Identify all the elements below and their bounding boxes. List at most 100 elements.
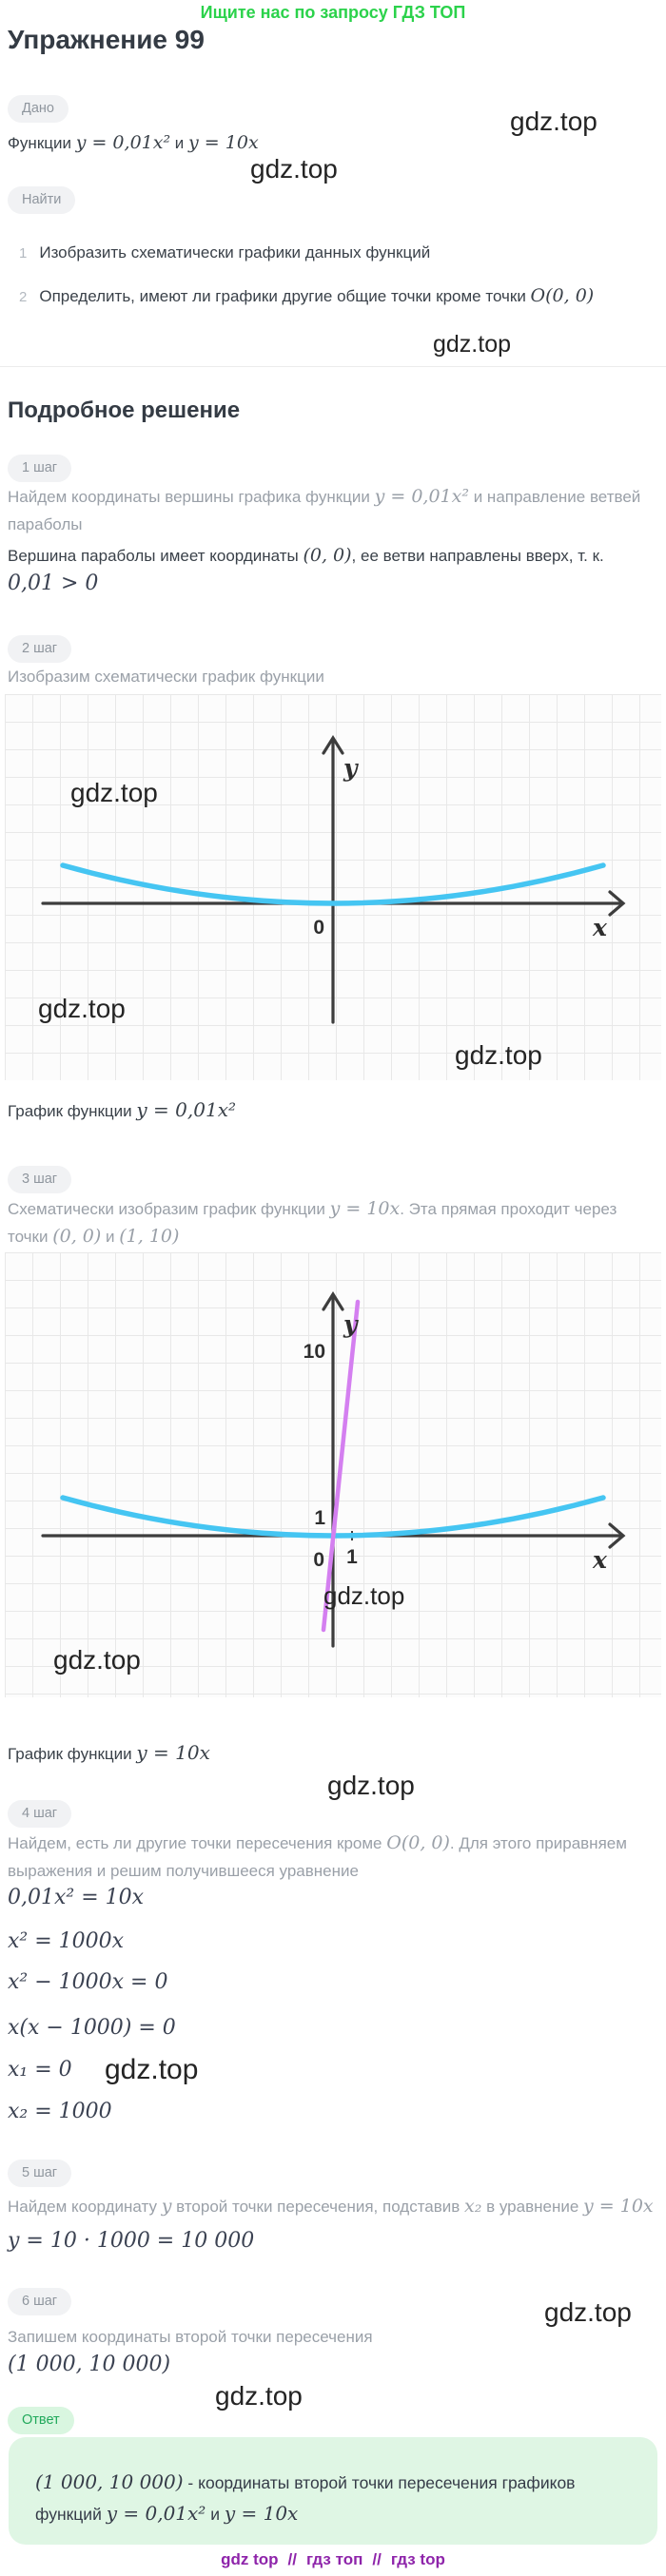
y-axis-label: y [343, 754, 359, 782]
footer-separator: // [372, 2550, 382, 2568]
origin-label: 0 [313, 917, 324, 939]
x-axis-arrow [608, 890, 626, 917]
given-text: Функции [8, 134, 76, 152]
find-badge: Найти [8, 186, 76, 214]
equation-1: 0,01x² = 10x [8, 1886, 145, 1909]
line-chart-svg: y x 10 1 0 1 [41, 1290, 626, 1648]
step-5-desc-text-c: в уравнение [481, 2198, 584, 2216]
y-tick-label-10: 10 [304, 1341, 325, 1363]
parabola-chart-svg: y x 0 [41, 734, 626, 1024]
line-y-10x [321, 1299, 361, 1633]
line-and-parabola-chart: y x 10 1 0 1 [5, 1252, 661, 1697]
step-1-result-text-a: Вершина параболы имеет координаты [8, 547, 304, 565]
given-formula-1: y = 0,01x² [75, 132, 171, 153]
answer-coordinates: (1 000, 10 000) [35, 2470, 184, 2493]
page-title: Упражнение 99 [8, 25, 205, 54]
watermark-gdz-top: gdz.top [105, 2054, 199, 2085]
y-axis-label: y [343, 1310, 359, 1338]
step-2-description: Изобразим схематически график функции [8, 668, 324, 686]
watermark-gdz-top: gdz.top [70, 778, 158, 807]
answer-text-b: и [206, 2505, 225, 2524]
watermark-gdz-top: gdz.top [544, 2297, 632, 2327]
task-number-2: 2 [19, 289, 28, 305]
footer-separator: // [287, 2550, 297, 2568]
footer-link-gdz-top-mixed[interactable]: гдз top [390, 2550, 445, 2568]
chart-1-caption-formula: y = 0,01x² [136, 1098, 236, 1121]
task-point-origin: O(0, 0) [530, 285, 595, 306]
footer-link-gdz-top[interactable]: gdz top [221, 2550, 279, 2568]
chart-1-caption: График функции y = 0,01x² [8, 1098, 236, 1121]
step-3-desc-text-c: и [101, 1228, 120, 1246]
step-6-description: Запишем координаты второй точки пересече… [8, 2328, 373, 2346]
x-axis-label: x [592, 1546, 608, 1574]
equation-2: x² = 1000x [8, 1929, 125, 1953]
step-4-badge: 4 шаг [8, 1800, 72, 1828]
divider [0, 366, 666, 367]
x-axis-label: x [592, 914, 608, 941]
watermark-gdz-top: gdz.top [510, 107, 597, 136]
step-3-badge: 3 шаг [8, 1166, 72, 1193]
promo-banner: Ищите нас по запросу ГДЗ ТОП [200, 3, 466, 22]
equation-y-value: y = 10 · 1000 = 10 000 [8, 2229, 255, 2253]
watermark-gdz-top: gdz.top [215, 2381, 303, 2411]
watermark-gdz-top: gdz.top [323, 1581, 405, 1610]
task-text-1: Изобразить схематически графики данных ф… [39, 243, 431, 261]
step-3-point-2: (1, 10) [119, 1226, 180, 1247]
step-6-badge: 6 шаг [8, 2288, 72, 2315]
y-axis-arrow [322, 1290, 344, 1311]
chart-1-caption-text: График функции [8, 1102, 137, 1120]
step-1-badge: 1 шаг [8, 455, 72, 482]
task-item-1: 1 Изобразить схематически графики данных … [19, 243, 656, 262]
equation-4: x(x − 1000) = 0 [8, 2016, 176, 2040]
watermark-gdz-top: gdz.top [53, 1645, 141, 1675]
answer-formula-2: y = 10x [224, 2502, 299, 2525]
solution-heading: Подробное решение [8, 397, 241, 423]
answer-badge: Ответ [8, 2407, 74, 2434]
step-2-badge: 2 шаг [8, 635, 72, 663]
origin-label: 0 [313, 1549, 324, 1571]
step-5-var-y: y [161, 2196, 172, 2217]
watermark-gdz-top: gdz.top [433, 331, 512, 358]
footer-link-gdz-top-cyrillic[interactable]: гдз топ [306, 2550, 363, 2568]
step-3-desc-text-b: . Эта прямая проходит через точки [8, 1200, 617, 1246]
watermark-gdz-top: gdz.top [455, 1040, 542, 1070]
intersection-coordinates: (1 000, 10 000) [8, 2353, 171, 2376]
step-1-result-text-b: , ее ветви направлены вверх, т. к. [351, 547, 604, 565]
step-5-formula: y = 10x [583, 2196, 654, 2217]
step-1-desc-text-a: Найдем координаты вершины графика функци… [8, 488, 375, 506]
task-number-1: 1 [19, 245, 28, 261]
watermark-gdz-top: gdz.top [38, 994, 126, 1023]
chart-2-caption: График функции y = 10x [8, 1741, 210, 1764]
given-badge: Дано [8, 95, 69, 123]
step-3-desc-formula: y = 10x [329, 1198, 401, 1219]
step-5-description: Найдем координату y второй точки пересеч… [8, 2193, 664, 2220]
task-item-2: 2 Определить, имеют ли графики другие общ… [19, 285, 656, 306]
parabola-chart: y x 0 [5, 694, 661, 1080]
given-line: Функции y = 0,01x² и y = 10x [8, 129, 664, 157]
step-4-origin-point: O(0, 0) [386, 1832, 450, 1853]
step-3-description: Схематически изобразим график функции y … [8, 1195, 659, 1250]
x-axis-arrow [608, 1522, 626, 1549]
parabola-curve [60, 862, 606, 906]
answer-box: (1 000, 10 000) - координаты второй точк… [9, 2437, 657, 2545]
y-tick-label-1: 1 [314, 1507, 325, 1529]
step-1-desc-formula: y = 0,01x² [374, 486, 469, 507]
step-1-desc-text-b: и направление ветвей параболы [8, 488, 641, 533]
step-5-badge: 5 шаг [8, 2160, 72, 2187]
watermark-gdz-top: gdz.top [327, 1771, 415, 1800]
step-1-inequality: 0,01 > 0 [8, 571, 99, 595]
chart-2-caption-text: График функции [8, 1745, 137, 1763]
answer-text-a: - координаты второй точки пересечения гр… [35, 2473, 576, 2524]
watermark-gdz-top: gdz.top [250, 154, 338, 184]
step-4-desc-text-b: . Для этого приравняем выражения и решим… [8, 1834, 627, 1880]
step-3-desc-text-a: Схематически изобразим график функции [8, 1200, 330, 1218]
chart-2-caption-formula: y = 10x [136, 1741, 210, 1764]
given-and: и [170, 134, 189, 152]
given-formula-2: y = 10x [188, 132, 259, 153]
step-4-desc-text-a: Найдем, есть ли другие точки пересечения… [8, 1834, 387, 1852]
equation-root-1: x₁ = 0 [8, 2058, 72, 2082]
step-1-description: Найдем координаты вершины графика функци… [8, 483, 647, 538]
equation-root-2: x₂ = 1000 [8, 2100, 112, 2123]
step-5-desc-text-b: второй точки пересечения, подставив [171, 2198, 465, 2216]
